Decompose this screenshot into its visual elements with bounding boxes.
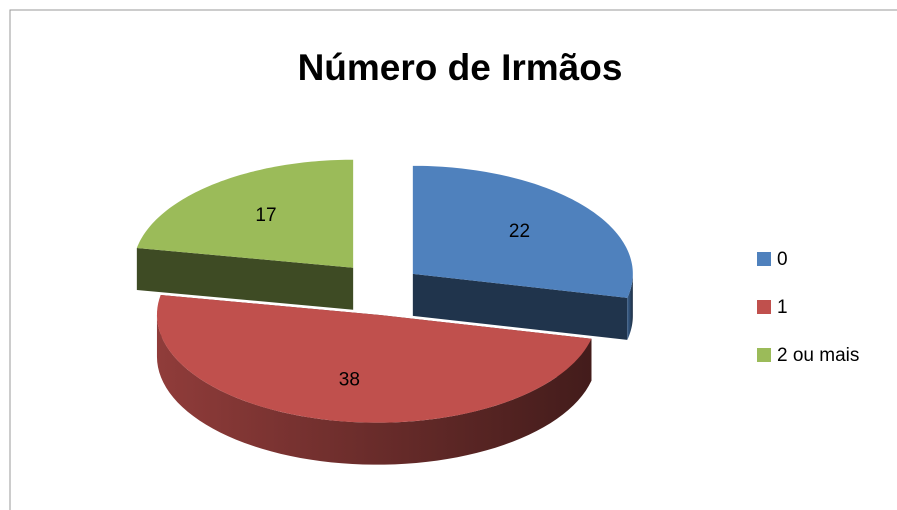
chart-title: Número de Irmãos — [298, 47, 623, 88]
data-label: 22 — [509, 221, 530, 242]
legend-label: 2 ou mais — [777, 345, 859, 366]
data-label: 38 — [339, 369, 360, 390]
legend-swatch — [757, 300, 771, 314]
pie-slice — [412, 165, 633, 298]
slice-side — [136, 247, 354, 310]
legend-swatch — [757, 348, 771, 362]
slice-wall — [156, 314, 592, 465]
pie-slice — [136, 159, 354, 268]
slice — [412, 165, 633, 340]
legend-label: 0 — [777, 249, 788, 270]
legend-label: 1 — [777, 297, 788, 318]
slice — [156, 294, 592, 465]
legend-swatch — [757, 252, 771, 266]
slice-wall — [627, 273, 633, 340]
pie-slice — [156, 294, 592, 423]
data-label: 17 — [255, 205, 276, 226]
slice — [136, 159, 354, 310]
slice-side — [412, 273, 628, 340]
